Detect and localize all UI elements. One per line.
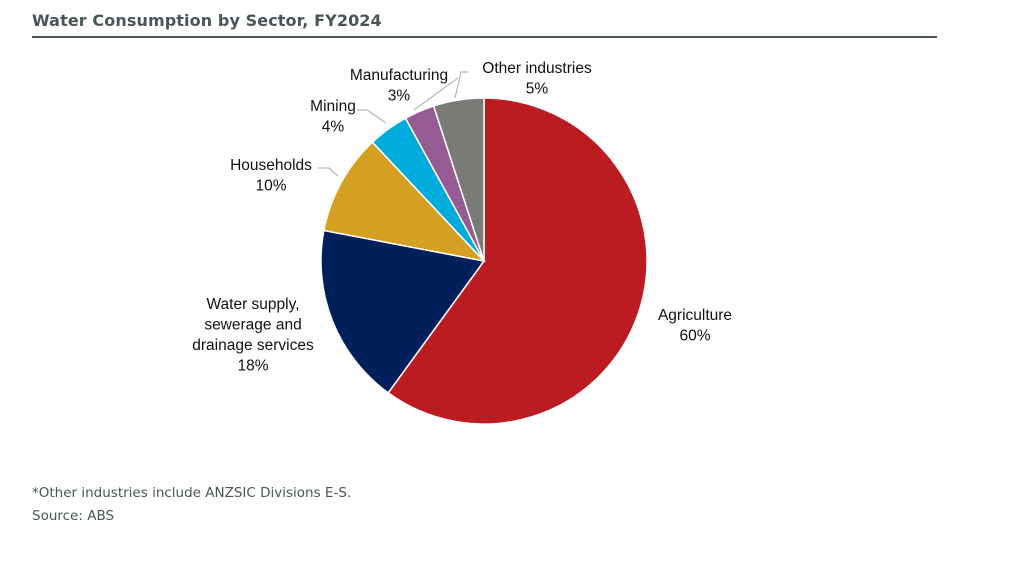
data-label-category: Mining [310,98,356,115]
data-label-category: drainage services [192,337,314,354]
leader-line [454,71,468,99]
data-label-category: Other industries [482,60,592,77]
data-label-category: Agriculture [658,307,732,324]
leader-line [357,109,387,124]
pie-slice-households [323,141,487,263]
pie-slice-agriculture [387,97,648,425]
data-label-percent: 4% [322,119,345,136]
footnote: *Other industries include ANZSIC Divisio… [32,485,352,501]
data-label-category: Manufacturing [350,67,448,84]
pie-slice-water-supply-sewerage-and-drainage-services [320,229,486,394]
title-rule [32,36,937,38]
source-note: Source: ABS [32,508,115,524]
data-label-percent: 10% [255,178,286,195]
leader-line [413,77,459,111]
pie-slice-other-industries [432,97,485,262]
chart-title: Water Consumption by Sector, FY2024 [32,11,382,30]
data-label-percent: 60% [679,328,710,345]
data-label-category: Water supply, [206,296,299,313]
data-label-percent: 5% [526,81,549,98]
data-label-percent: 18% [237,358,268,375]
data-label-percent: 3% [388,88,411,105]
data-label-category: sewerage and [204,317,301,334]
data-label-category: Households [230,157,312,174]
leader-line [318,167,339,177]
